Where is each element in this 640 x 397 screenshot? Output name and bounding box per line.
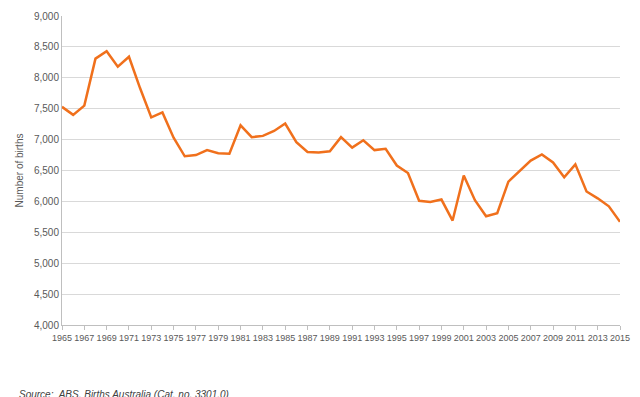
svg-text:1993: 1993	[364, 333, 384, 343]
svg-text:1965: 1965	[52, 333, 72, 343]
svg-text:1969: 1969	[97, 333, 117, 343]
svg-text:2011: 2011	[566, 333, 585, 343]
svg-text:1987: 1987	[298, 333, 318, 343]
svg-text:1979: 1979	[208, 333, 228, 343]
svg-text:1971: 1971	[119, 333, 139, 343]
svg-text:2001: 2001	[454, 333, 474, 343]
svg-text:4,500: 4,500	[34, 289, 59, 300]
svg-text:4,000: 4,000	[34, 320, 59, 331]
svg-text:6,000: 6,000	[34, 196, 59, 207]
svg-text:1981: 1981	[231, 333, 251, 343]
svg-text:6,500: 6,500	[34, 165, 59, 176]
svg-text:2013: 2013	[588, 333, 608, 343]
svg-text:1977: 1977	[186, 333, 206, 343]
svg-text:2003: 2003	[476, 333, 496, 343]
svg-text:1975: 1975	[164, 333, 184, 343]
svg-text:1973: 1973	[141, 333, 161, 343]
svg-text:1983: 1983	[253, 333, 273, 343]
svg-text:2015: 2015	[610, 333, 630, 343]
svg-text:1967: 1967	[74, 333, 94, 343]
svg-text:7,500: 7,500	[34, 103, 59, 114]
svg-text:Number of births: Number of births	[14, 134, 25, 208]
svg-text:7,000: 7,000	[34, 134, 59, 145]
svg-text:5,500: 5,500	[34, 227, 59, 238]
svg-text:1999: 1999	[431, 333, 451, 343]
svg-text:1989: 1989	[320, 333, 340, 343]
svg-text:9,000: 9,000	[34, 11, 59, 22]
svg-text:1997: 1997	[409, 333, 429, 343]
svg-text:1995: 1995	[387, 333, 407, 343]
svg-text:2009: 2009	[543, 333, 563, 343]
svg-text:1985: 1985	[275, 333, 295, 343]
svg-text:2005: 2005	[498, 333, 518, 343]
svg-text:5,000: 5,000	[34, 258, 59, 269]
svg-text:8,500: 8,500	[34, 41, 59, 52]
svg-text:8,000: 8,000	[34, 72, 59, 83]
svg-text:2007: 2007	[521, 333, 541, 343]
svg-text:1991: 1991	[342, 333, 362, 343]
svg-text:Source: ABS, Births Australia: Source: ABS, Births Australia (Cat. no. …	[19, 389, 229, 397]
